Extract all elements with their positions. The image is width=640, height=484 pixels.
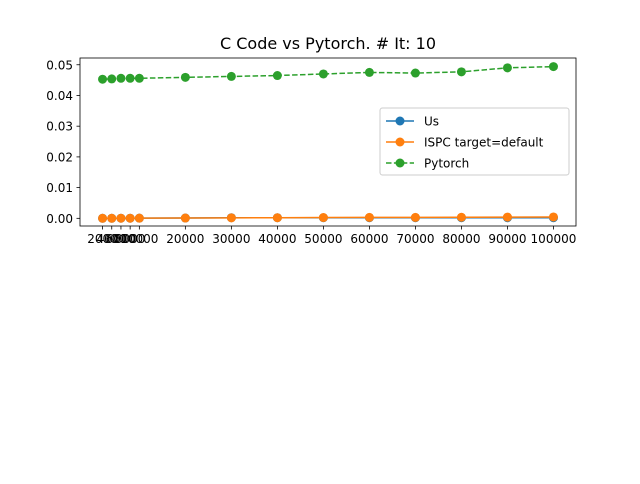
x-tick-label: 10000 bbox=[120, 232, 158, 246]
plot-area: 0.000.010.020.030.040.052000400060008000… bbox=[46, 57, 577, 246]
legend-label-1: Us bbox=[424, 115, 439, 129]
data-point bbox=[410, 212, 420, 222]
x-tick-label: 60000 bbox=[350, 232, 388, 246]
y-tick-label: 0.05 bbox=[46, 58, 73, 72]
data-point bbox=[548, 212, 558, 222]
legend-label-3: Pytorch bbox=[424, 157, 469, 171]
y-tick-label: 0.02 bbox=[46, 150, 73, 164]
data-point bbox=[548, 62, 558, 72]
data-point bbox=[98, 74, 108, 84]
data-point bbox=[502, 63, 512, 73]
data-point bbox=[134, 213, 144, 223]
data-point bbox=[180, 213, 190, 223]
data-point bbox=[107, 213, 117, 223]
data-point bbox=[456, 67, 466, 77]
x-tick-label: 8000 bbox=[115, 232, 146, 246]
chart-title: C Code vs Pytorch. # It: 10 bbox=[220, 34, 436, 53]
legend-box bbox=[379, 107, 570, 176]
x-tick-label: 100000 bbox=[531, 232, 577, 246]
x-tick-label: 40000 bbox=[258, 232, 296, 246]
x-tick-label: 20000 bbox=[166, 232, 204, 246]
data-point bbox=[116, 73, 126, 83]
legend-marker-3 bbox=[395, 158, 405, 168]
y-tick-label: 0.03 bbox=[46, 120, 73, 134]
x-tick-label: 80000 bbox=[442, 232, 480, 246]
data-point bbox=[226, 71, 236, 81]
data-point bbox=[125, 213, 135, 223]
y-tick-label: 0.00 bbox=[46, 212, 73, 226]
data-point bbox=[410, 68, 420, 78]
plot-frame bbox=[79, 57, 577, 227]
x-tick-label: 50000 bbox=[304, 232, 342, 246]
y-tick-label: 0.04 bbox=[46, 89, 73, 103]
x-tick-label: 90000 bbox=[488, 232, 526, 246]
y-tick-label: 0.01 bbox=[46, 181, 73, 195]
data-point bbox=[364, 212, 374, 222]
data-point bbox=[180, 72, 190, 82]
legend-marker-1 bbox=[395, 116, 405, 126]
x-tick-label: 30000 bbox=[212, 232, 250, 246]
data-point bbox=[364, 67, 374, 77]
x-tick-label: 6000 bbox=[106, 232, 137, 246]
x-tick-label: 4000 bbox=[96, 232, 127, 246]
data-point bbox=[272, 213, 282, 223]
data-point bbox=[226, 213, 236, 223]
data-point bbox=[318, 69, 328, 79]
legend: Us ISPC target=default Pytorch bbox=[379, 107, 570, 176]
data-point bbox=[456, 212, 466, 222]
data-point bbox=[98, 213, 108, 223]
legend-label-2: ISPC target=default bbox=[424, 136, 544, 150]
x-tick-label: 70000 bbox=[396, 232, 434, 246]
data-point bbox=[318, 213, 328, 223]
legend-marker-2 bbox=[395, 137, 405, 147]
data-point bbox=[116, 213, 126, 223]
x-tick-label: 2000 bbox=[87, 232, 118, 246]
data-point bbox=[134, 73, 144, 83]
data-point bbox=[272, 71, 282, 81]
data-point bbox=[107, 74, 117, 84]
data-point bbox=[502, 212, 512, 222]
data-point bbox=[125, 73, 135, 83]
